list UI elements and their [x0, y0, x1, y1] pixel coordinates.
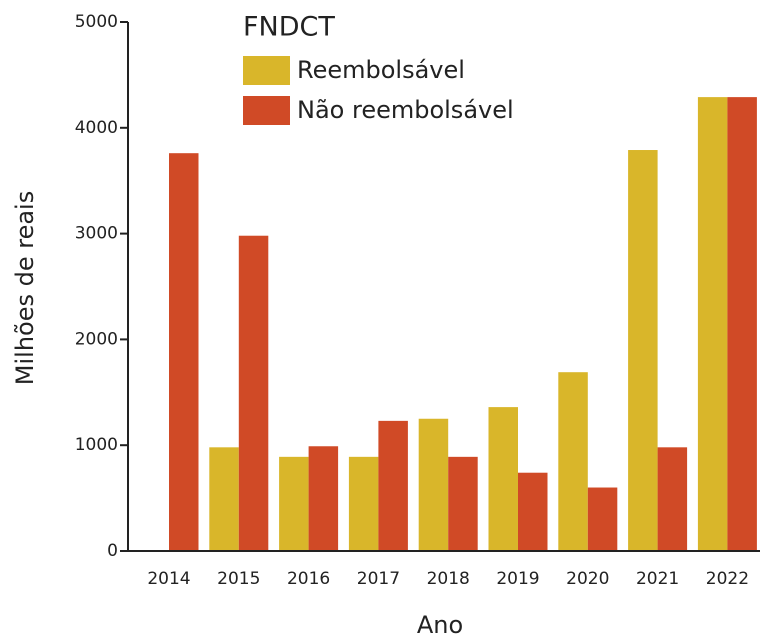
x-tick-label: 2015 [217, 569, 260, 589]
y-tick-label: 4000 [75, 118, 118, 138]
bar [488, 407, 518, 551]
y-tick-label: 3000 [75, 224, 118, 244]
bar [657, 447, 688, 551]
legend-swatch [243, 96, 290, 125]
x-tick-label: 2018 [427, 569, 470, 589]
bar [169, 153, 199, 551]
bar [587, 487, 618, 551]
x-tick-label: 2016 [287, 569, 330, 589]
bar [448, 456, 478, 551]
bar [308, 446, 339, 551]
bar [348, 456, 379, 551]
bar [628, 150, 658, 551]
x-tick-label: 2019 [496, 569, 539, 589]
bar [518, 472, 548, 551]
legend-label: Não reembolsável [297, 96, 514, 124]
bar [558, 372, 588, 551]
bar [238, 235, 269, 551]
bar [727, 97, 757, 552]
x-tick-label: 2014 [147, 569, 190, 589]
bar [378, 420, 408, 551]
legend-title: FNDCT [243, 12, 335, 43]
y-tick-label: 2000 [75, 329, 118, 349]
x-tick-label: 2021 [636, 569, 679, 589]
bar [279, 456, 309, 551]
x-axis-label: Ano [417, 611, 463, 639]
bar [697, 97, 728, 552]
x-tick-label: 2020 [566, 569, 609, 589]
bar [209, 447, 239, 551]
x-tick-label: 2022 [706, 569, 749, 589]
legend-swatch [243, 56, 290, 85]
y-tick-label: 0 [107, 541, 118, 561]
y-axis-label: Milhões de reais [11, 191, 39, 385]
x-tick-label: 2017 [357, 569, 400, 589]
y-tick-label: 1000 [75, 435, 118, 455]
bar [418, 418, 449, 551]
legend-label: Reembolsável [297, 56, 465, 84]
y-tick-label: 5000 [75, 12, 118, 32]
